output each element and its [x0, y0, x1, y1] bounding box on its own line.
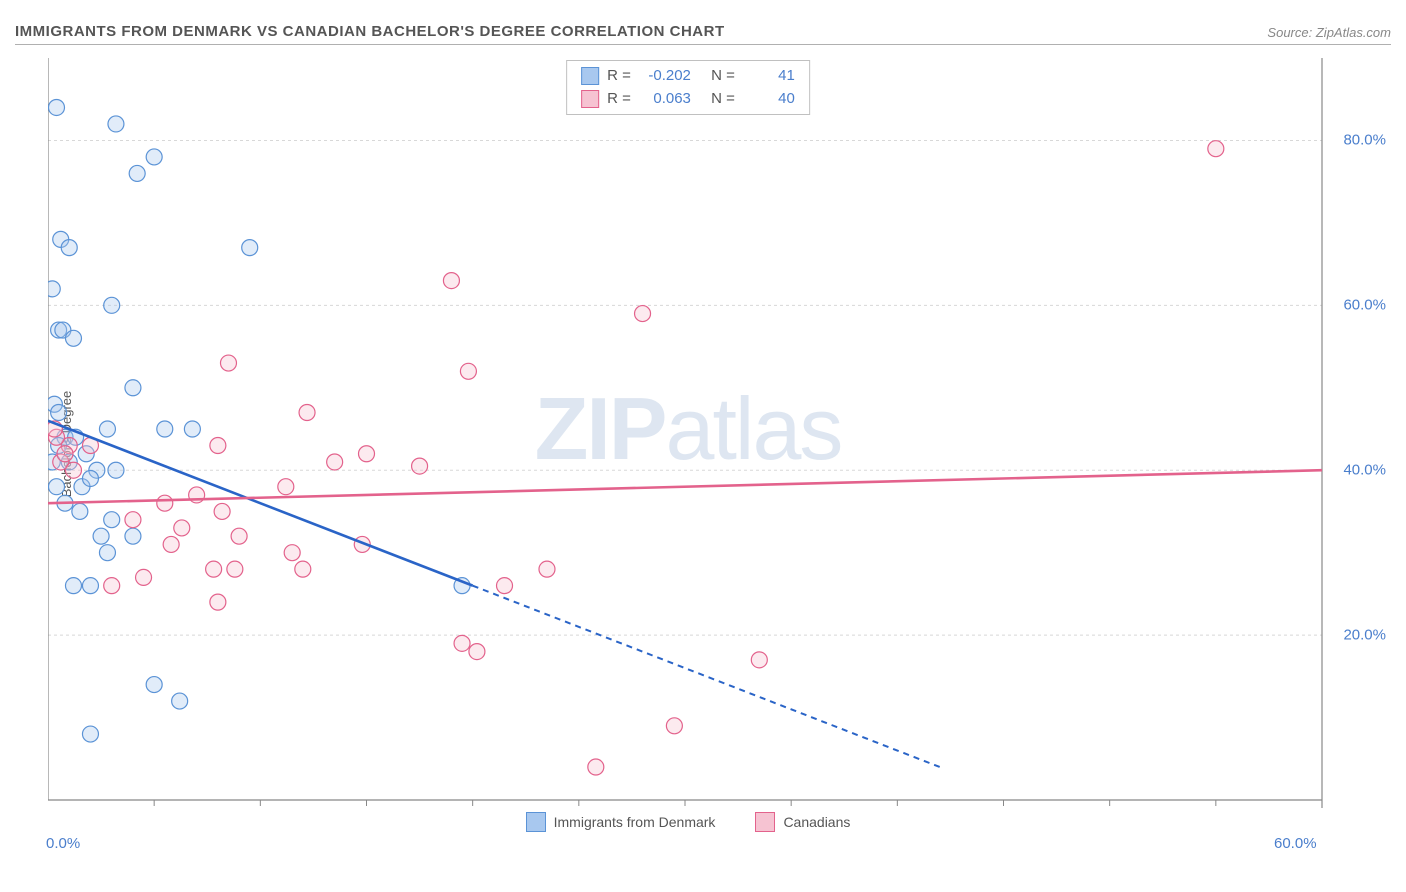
plot-area: Bachelor's Degree ZIPatlas R = -0.202 N … — [48, 58, 1328, 830]
chart-title: IMMIGRANTS FROM DENMARK VS CANADIAN BACH… — [15, 23, 725, 40]
y-tick-label: 60.0% — [1343, 297, 1386, 314]
series-legend: Immigrants from Denmark Canadians — [48, 812, 1328, 832]
legend-swatch-canadians-icon — [755, 812, 775, 832]
chart-container: IMMIGRANTS FROM DENMARK VS CANADIAN BACH… — [0, 0, 1406, 892]
legend-swatch-denmark-icon — [526, 812, 546, 832]
x-tick-right: 60.0% — [1274, 835, 1317, 852]
correlation-legend: R = -0.202 N = 41 R = 0.063 N = 40 — [566, 60, 810, 115]
title-bar: IMMIGRANTS FROM DENMARK VS CANADIAN BACH… — [15, 10, 1391, 45]
chart-svg — [48, 58, 1328, 830]
swatch-canadians-icon — [581, 90, 599, 108]
x-tick-left: 0.0% — [46, 835, 80, 852]
y-tick-label: 80.0% — [1343, 132, 1386, 149]
legend-item-denmark: Immigrants from Denmark — [526, 812, 716, 832]
y-tick-label: 20.0% — [1343, 627, 1386, 644]
swatch-denmark-icon — [581, 67, 599, 85]
legend-row-canadians: R = 0.063 N = 40 — [581, 88, 795, 111]
legend-item-canadians: Canadians — [755, 812, 850, 832]
y-tick-label: 40.0% — [1343, 462, 1386, 479]
source-citation: Source: ZipAtlas.com — [1267, 25, 1391, 40]
legend-row-denmark: R = -0.202 N = 41 — [581, 65, 795, 88]
